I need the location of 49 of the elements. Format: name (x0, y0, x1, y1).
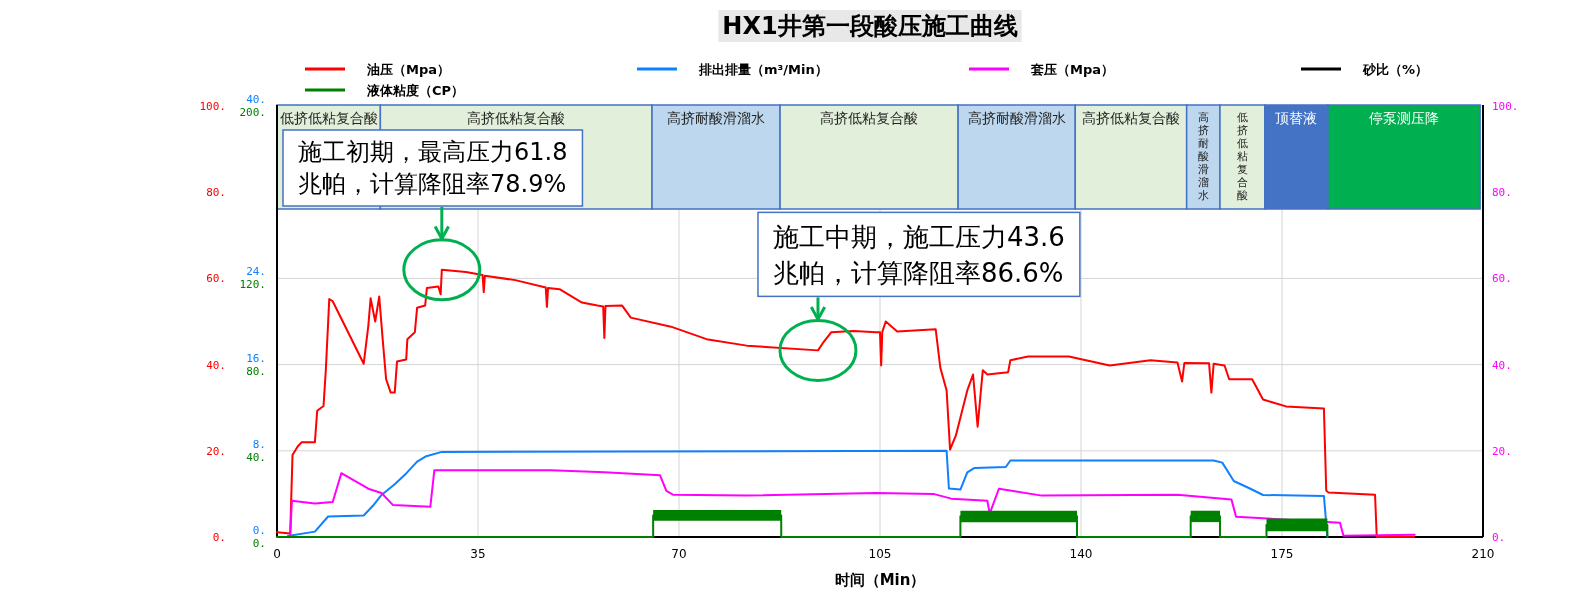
legend-label: 砂比（%） (1362, 62, 1429, 77)
y3-tick-label: 40. (246, 450, 266, 464)
y3-tick-label: 200. (239, 106, 266, 119)
y3-tick-label: 0. (252, 537, 266, 550)
y-tick-label: 40. (1492, 358, 1512, 372)
y3-tick-label: 120. (239, 278, 266, 292)
band-label: 低挤低粘复合酸 (1236, 111, 1248, 202)
legend-label: 排出排量（m³/Min） (698, 62, 828, 77)
y2-tick-label: 40. (246, 93, 266, 106)
text: 60. (206, 272, 226, 286)
band-label: 高挤低粘复合酸 (820, 110, 919, 126)
text: 0. (212, 531, 226, 544)
y3-tick-label: 80. (246, 364, 266, 378)
annotation: 施工中期，施工压力43.6 兆帕，计算降阻率86.6% (772, 222, 1065, 289)
x-tick-label: 70 (671, 547, 687, 561)
text: 20. (206, 444, 226, 458)
band-label: 高挤耐酸滑溜水 (667, 110, 766, 126)
x-tick-label: 140 (1069, 547, 1093, 561)
y2-tick-label: 8. (252, 437, 266, 451)
y-tick-label: 60. (1492, 272, 1512, 286)
band-label: 停泵测压降 (1369, 110, 1440, 126)
x-tick-label: 105 (868, 547, 892, 561)
band-label: 高挤耐酸滑溜水 (1197, 111, 1209, 202)
text: 40. (206, 358, 226, 372)
y2-tick-label: 24. (246, 265, 266, 279)
legend-label: 油压（Mpa） (366, 62, 451, 77)
y-tick-label: 0. (1492, 531, 1506, 544)
y-tick-label: 100. (1492, 100, 1519, 113)
x-tick-label: 175 (1270, 547, 1294, 561)
legend-label: 套压（Mpa） (1030, 62, 1115, 77)
band-label: 高挤低粘复合酸 (467, 110, 566, 126)
y2-tick-label: 16. (246, 351, 266, 365)
x-tick-label: 210 (1471, 547, 1495, 561)
text: 100. (199, 100, 226, 113)
text: 80. (206, 186, 226, 200)
annotation: 施工初期，最高压力61.8 兆帕，计算降阻率78.9% (298, 138, 568, 198)
band-label: 高挤耐酸滑溜水 (967, 110, 1066, 126)
band-label: 顶替液 (1275, 110, 1318, 126)
legend-label: 液体粘度（CP） (366, 83, 465, 98)
y-tick-label: 80. (1492, 186, 1512, 200)
x-axis-title: 时间（Min） (834, 571, 926, 589)
y2-tick-label: 0. (252, 524, 266, 537)
x-tick-label: 0 (273, 547, 281, 561)
x-tick-label: 35 (470, 547, 486, 561)
y-tick-label: 20. (1492, 444, 1512, 458)
band-label: 低挤低粘复合酸 (279, 110, 378, 126)
line-series (289, 469, 1416, 537)
chart-title: HX1井第一段酸压施工曲线 (722, 12, 1018, 40)
band-label: 高挤低粘复合酸 (1081, 110, 1180, 126)
